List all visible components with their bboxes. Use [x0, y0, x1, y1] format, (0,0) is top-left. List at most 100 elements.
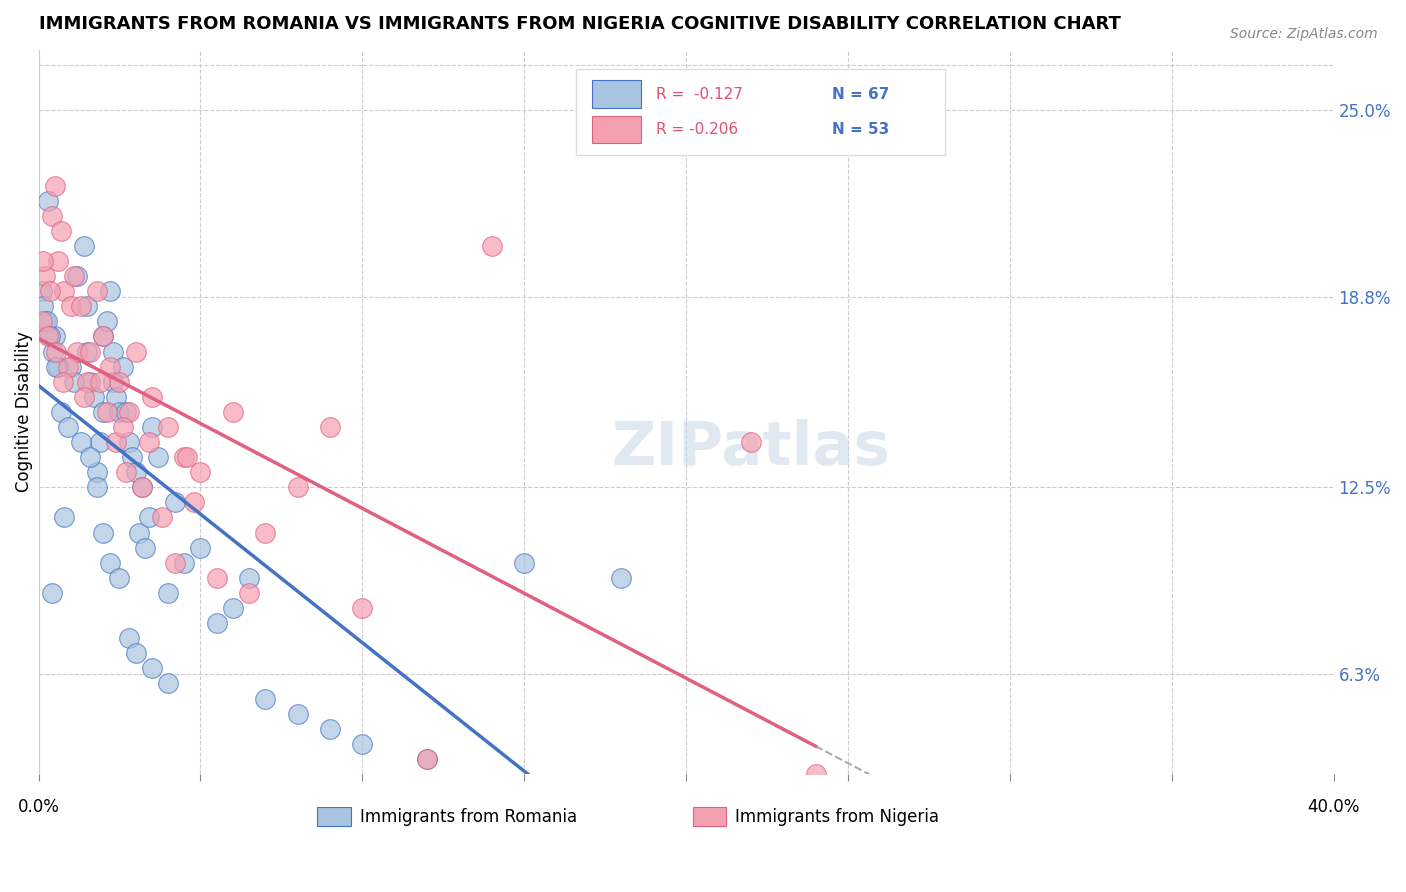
- Point: [287, 706, 309, 721]
- FancyBboxPatch shape: [316, 807, 350, 826]
- Point: [41, 586, 63, 600]
- Point: [79, 344, 101, 359]
- Point: [91, 329, 114, 343]
- Text: N = 67: N = 67: [832, 87, 890, 102]
- Point: [150, 510, 173, 524]
- Point: [89, 375, 111, 389]
- Point: [513, 556, 536, 570]
- Point: [34, 314, 56, 328]
- Point: [91, 329, 114, 343]
- Point: [115, 405, 138, 419]
- Point: [45, 359, 67, 374]
- Point: [32, 254, 55, 268]
- Point: [45, 344, 67, 359]
- Point: [319, 420, 342, 434]
- Point: [141, 420, 163, 434]
- Point: [59, 299, 82, 313]
- Point: [63, 375, 86, 389]
- Point: [173, 556, 195, 570]
- Point: [118, 631, 141, 645]
- Point: [76, 299, 98, 313]
- Point: [124, 344, 146, 359]
- Point: [173, 450, 195, 465]
- Point: [83, 390, 105, 404]
- Point: [254, 691, 277, 706]
- Point: [91, 405, 114, 419]
- FancyBboxPatch shape: [693, 807, 725, 826]
- Point: [190, 541, 212, 555]
- Point: [740, 435, 762, 450]
- Point: [416, 752, 439, 766]
- Point: [352, 737, 374, 751]
- FancyBboxPatch shape: [576, 70, 945, 155]
- Point: [79, 450, 101, 465]
- Point: [287, 480, 309, 494]
- Text: Immigrants from Romania: Immigrants from Romania: [360, 807, 576, 826]
- Point: [128, 525, 150, 540]
- Point: [148, 450, 170, 465]
- Point: [46, 359, 69, 374]
- Point: [79, 375, 101, 389]
- Point: [124, 465, 146, 479]
- Point: [66, 269, 89, 284]
- Point: [86, 465, 108, 479]
- Point: [31, 284, 53, 298]
- Text: Immigrants from Nigeria: Immigrants from Nigeria: [735, 807, 939, 826]
- Point: [111, 420, 134, 434]
- Point: [138, 435, 160, 450]
- Point: [51, 405, 73, 419]
- Point: [111, 359, 134, 374]
- Text: 0.0%: 0.0%: [18, 798, 59, 816]
- Point: [53, 510, 76, 524]
- Y-axis label: Cognitive Disability: Cognitive Disability: [15, 332, 32, 492]
- FancyBboxPatch shape: [592, 116, 641, 144]
- Point: [157, 420, 180, 434]
- Point: [131, 480, 153, 494]
- Text: 40.0%: 40.0%: [1308, 798, 1360, 816]
- Point: [205, 616, 228, 631]
- Point: [481, 239, 503, 253]
- Point: [34, 269, 56, 284]
- Text: ZIPatlas: ZIPatlas: [612, 418, 890, 477]
- Point: [41, 209, 63, 223]
- Point: [73, 390, 96, 404]
- Point: [222, 601, 245, 615]
- Point: [32, 299, 55, 313]
- Point: [86, 480, 108, 494]
- Point: [38, 329, 60, 343]
- Point: [157, 586, 180, 600]
- Point: [108, 405, 131, 419]
- Point: [46, 254, 69, 268]
- Point: [52, 375, 75, 389]
- Point: [105, 390, 128, 404]
- Point: [108, 375, 131, 389]
- Point: [76, 375, 98, 389]
- Point: [163, 556, 186, 570]
- Point: [98, 284, 121, 298]
- Point: [59, 359, 82, 374]
- Point: [44, 329, 66, 343]
- Point: [319, 722, 342, 736]
- Point: [51, 224, 73, 238]
- Point: [157, 676, 180, 690]
- Point: [42, 344, 65, 359]
- Point: [141, 390, 163, 404]
- Point: [56, 359, 79, 374]
- Point: [35, 314, 58, 328]
- Point: [190, 465, 212, 479]
- Point: [69, 299, 91, 313]
- Point: [222, 405, 245, 419]
- Point: [69, 435, 91, 450]
- Point: [105, 435, 128, 450]
- Point: [163, 495, 186, 509]
- Point: [73, 239, 96, 253]
- Point: [183, 495, 205, 509]
- Text: N = 53: N = 53: [832, 122, 890, 137]
- Point: [416, 752, 439, 766]
- Point: [115, 465, 138, 479]
- Point: [37, 194, 59, 208]
- Point: [141, 661, 163, 675]
- Point: [118, 405, 141, 419]
- Point: [91, 525, 114, 540]
- Point: [131, 480, 153, 494]
